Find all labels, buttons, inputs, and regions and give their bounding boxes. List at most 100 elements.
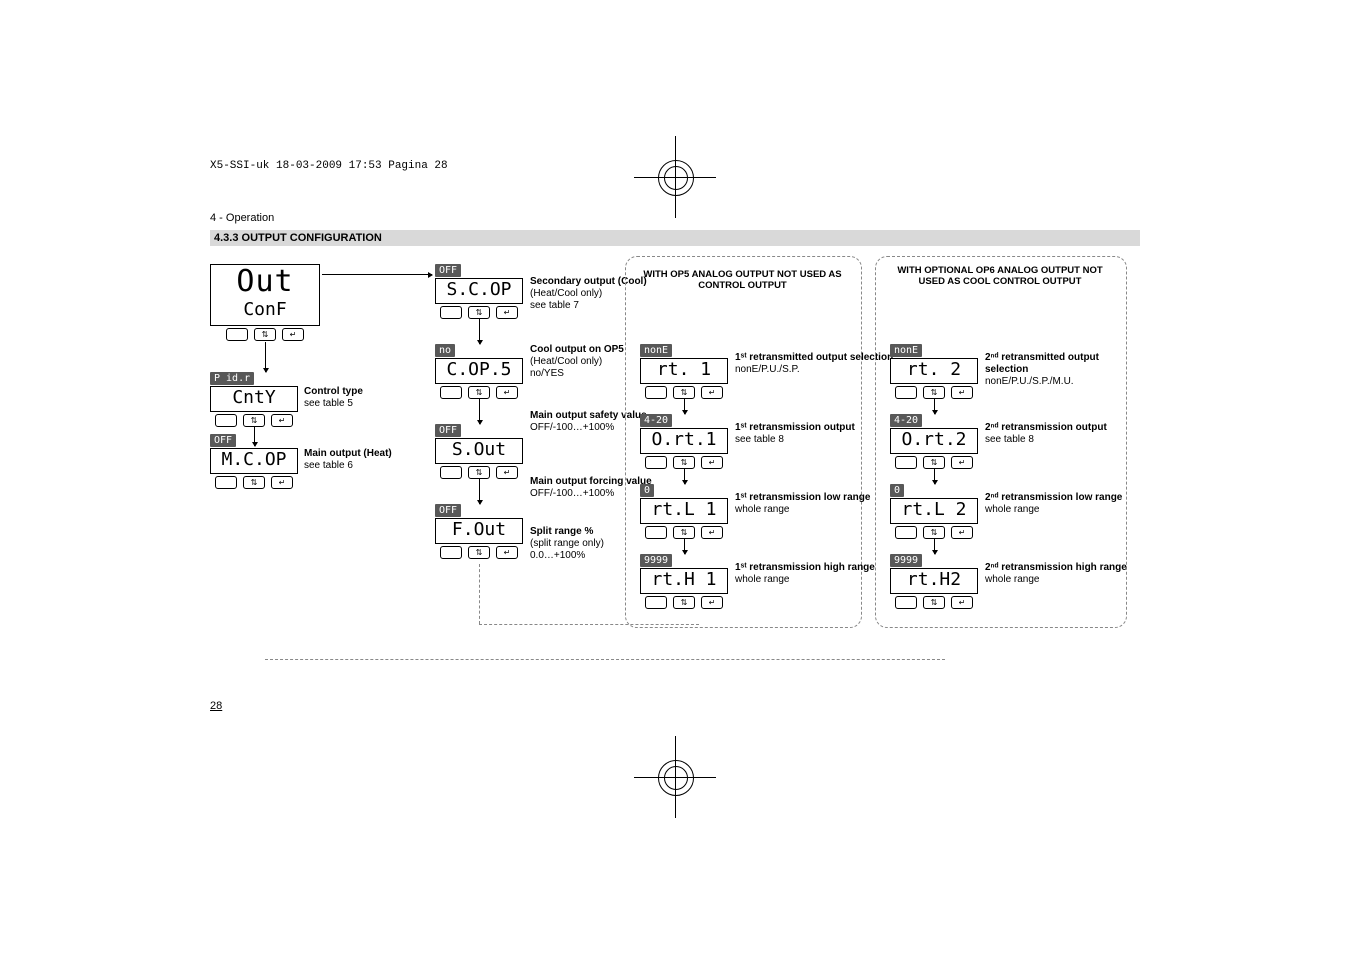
disp-cnty: CntY [211, 389, 297, 411]
lbl-rtl1: 1ˢᵗ retransmission low rangewhole range [735, 492, 870, 516]
btn: ↵ [951, 596, 973, 609]
box-op5-title: WITH OP5 ANALOG OUTPUT NOT USED AS CONTR… [640, 270, 845, 292]
disp-rt1: rt. 1 [641, 361, 727, 383]
lbl-rt2: 2ⁿᵈ retransmitted output selectionnonE/P… [985, 352, 1130, 388]
btn-blank [226, 328, 248, 341]
lbl-rth2: 2ⁿᵈ retransmission high rangewhole range [985, 562, 1127, 586]
arrow [479, 478, 480, 504]
btn: ↵ [951, 386, 973, 399]
module-rth1: rt.H 1 ⇅↵ [640, 568, 728, 609]
btn: ↵ [271, 476, 293, 489]
btn [440, 546, 462, 559]
module-mcop: M.C.OP ⇅ ↵ [210, 448, 298, 489]
btn [895, 386, 917, 399]
btn: ↵ [496, 546, 518, 559]
disp-rth2: rt.H2 [891, 571, 977, 593]
running-header: X5-SSI-uk 18-03-2009 17:53 Pagina 28 [210, 160, 1140, 172]
module-ort1: O.rt.1 ⇅↵ [640, 428, 728, 469]
disp-ort2: O.rt.2 [891, 431, 977, 453]
btn [215, 476, 237, 489]
reg-line-bot-v [675, 736, 676, 818]
disp-ort1: O.rt.1 [641, 431, 727, 453]
module-rt1: rt. 1 ⇅↵ [640, 358, 728, 399]
page-number: 28 [210, 700, 222, 712]
disp-rt2: rt. 2 [891, 361, 977, 383]
btn: ↵ [701, 526, 723, 539]
module-cop5: C.OP.5 ⇅↵ [435, 358, 523, 399]
btn [645, 526, 667, 539]
tag-rt2: nonE [890, 344, 922, 357]
module-ort2: O.rt.2 ⇅↵ [890, 428, 978, 469]
root-line1: Out [211, 267, 319, 301]
tag-rtl1: 0 [640, 484, 654, 497]
btn [645, 596, 667, 609]
module-rt2: rt. 2 ⇅↵ [890, 358, 978, 399]
lbl-cnty: Control typesee table 5 [304, 386, 363, 410]
lbl-mcop: Main output (Heat)see table 6 [304, 448, 392, 472]
arrow [684, 398, 685, 414]
lbl-cop5: Cool output on OP5(Heat/Cool only) no/YE… [530, 344, 624, 380]
tag-ort1: 4-20 [640, 414, 672, 427]
tag-ort2: 4-20 [890, 414, 922, 427]
lbl-ort2: 2ⁿᵈ retransmission outputsee table 8 [985, 422, 1107, 446]
btn [895, 456, 917, 469]
btn: ⇅ [673, 596, 695, 609]
btn: ⇅ [923, 596, 945, 609]
dash-return [265, 659, 945, 660]
box-op6-title: WITH OPTIONAL OP6 ANALOG OUTPUT NOT USED… [890, 266, 1110, 288]
btn: ↵ [496, 466, 518, 479]
lbl-ort1: 1ˢᵗ retransmission outputsee table 8 [735, 422, 855, 446]
tag-scop: OFF [435, 264, 461, 277]
tag-rth2: 9999 [890, 554, 922, 567]
btn [215, 414, 237, 427]
btn: ↵ [271, 414, 293, 427]
arrow [479, 318, 480, 344]
disp-sout: S.Out [436, 441, 522, 463]
tag-cop5: no [435, 344, 455, 357]
btn [440, 466, 462, 479]
btn: ↵ [701, 456, 723, 469]
lbl-rth1: 1ˢᵗ retransmission high rangewhole range [735, 562, 875, 586]
module-cnty: CntY ⇅↵ [210, 386, 298, 427]
btn [895, 526, 917, 539]
btn [440, 386, 462, 399]
arrow [934, 468, 935, 484]
btn: ↵ [496, 386, 518, 399]
btn [645, 456, 667, 469]
disp-mcop: M.C.OP [211, 451, 297, 473]
lbl-fout: Split range %(split range only) 0.0…+100… [530, 526, 604, 562]
btn [440, 306, 462, 319]
btn: ↵ [951, 526, 973, 539]
btn: ⇅ [243, 476, 265, 489]
output-config-diagram: Out ConF ⇅ ↵ P id.r CntY ⇅↵ Control type… [210, 264, 1130, 684]
root-module: Out ConF ⇅ ↵ [210, 264, 320, 341]
module-rtl2: rt.L 2 ⇅↵ [890, 498, 978, 539]
disp-rtl1: rt.L 1 [641, 501, 727, 523]
reg-mark-bottom [658, 760, 694, 796]
arrow [934, 538, 935, 554]
chapter-heading: 4 - Operation [210, 212, 1140, 224]
tag-cnty: P id.r [210, 372, 254, 385]
arrow [265, 342, 266, 372]
btn [895, 596, 917, 609]
btn: ↵ [951, 456, 973, 469]
disp-fout: F.Out [436, 521, 522, 543]
disp-scop: S.C.OP [436, 281, 522, 303]
dash-return-2 [479, 624, 699, 625]
module-sout: S.Out ⇅↵ [435, 438, 523, 479]
disp-rtl2: rt.L 2 [891, 501, 977, 523]
arrow [934, 398, 935, 414]
btn: ⇅ [468, 546, 490, 559]
arrow [684, 538, 685, 554]
module-fout: F.Out ⇅ ↵ [435, 518, 523, 559]
tag-rt1: nonE [640, 344, 672, 357]
tag-fout: OFF [435, 504, 461, 517]
btn-updown: ⇅ [254, 328, 276, 341]
btn [645, 386, 667, 399]
section-heading: 4.3.3 OUTPUT CONFIGURATION [210, 230, 1140, 246]
tag-rtl2: 0 [890, 484, 904, 497]
lbl-rtl2: 2ⁿᵈ retransmission low rangewhole range [985, 492, 1122, 516]
module-rth2: rt.H2 ⇅ ↵ [890, 568, 978, 609]
arrow [254, 426, 255, 446]
module-scop: S.C.OP ⇅↵ [435, 278, 523, 319]
